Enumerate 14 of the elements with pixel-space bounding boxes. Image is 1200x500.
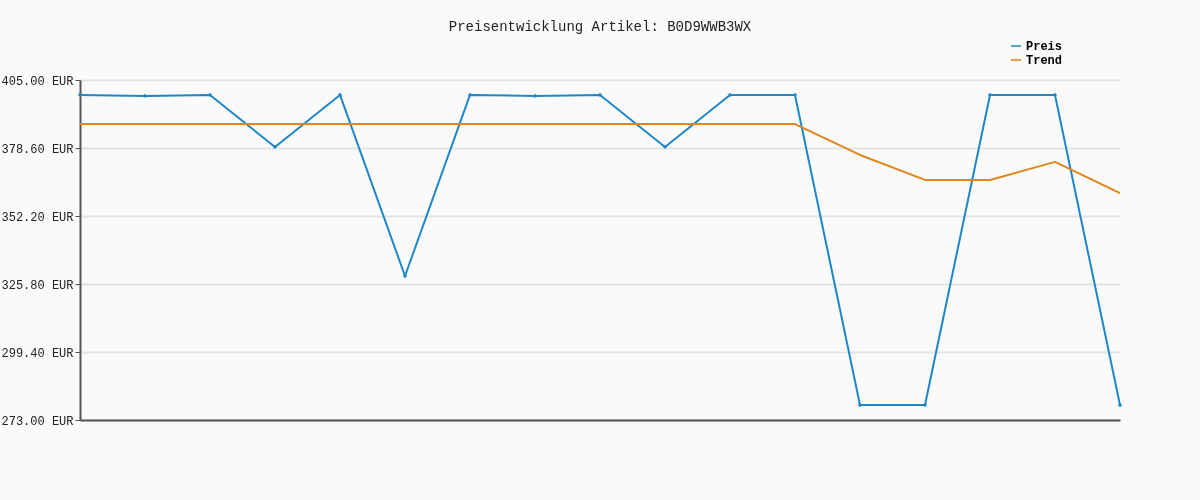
y-tick-label: 273.00 EUR (1, 414, 74, 429)
y-tick-label: 325.80 EUR (1, 278, 74, 293)
point (337, 92, 343, 98)
y-tick-label: 378.60 EUR (1, 142, 74, 157)
y-tick-label: 352.20 EUR (1, 210, 74, 225)
y-tick-label: 405.00 EUR (1, 74, 74, 89)
legend-label: Preis (1026, 40, 1063, 54)
line-series (79, 123, 1121, 195)
legend-label: Trend (1026, 54, 1063, 68)
y-tick-label: 299.40 EUR (1, 346, 74, 361)
point (272, 144, 278, 150)
point (662, 144, 668, 150)
chart-title: Preisentwicklung Artikel: B0D9WWB3WX (448, 19, 752, 35)
point (1117, 402, 1123, 408)
